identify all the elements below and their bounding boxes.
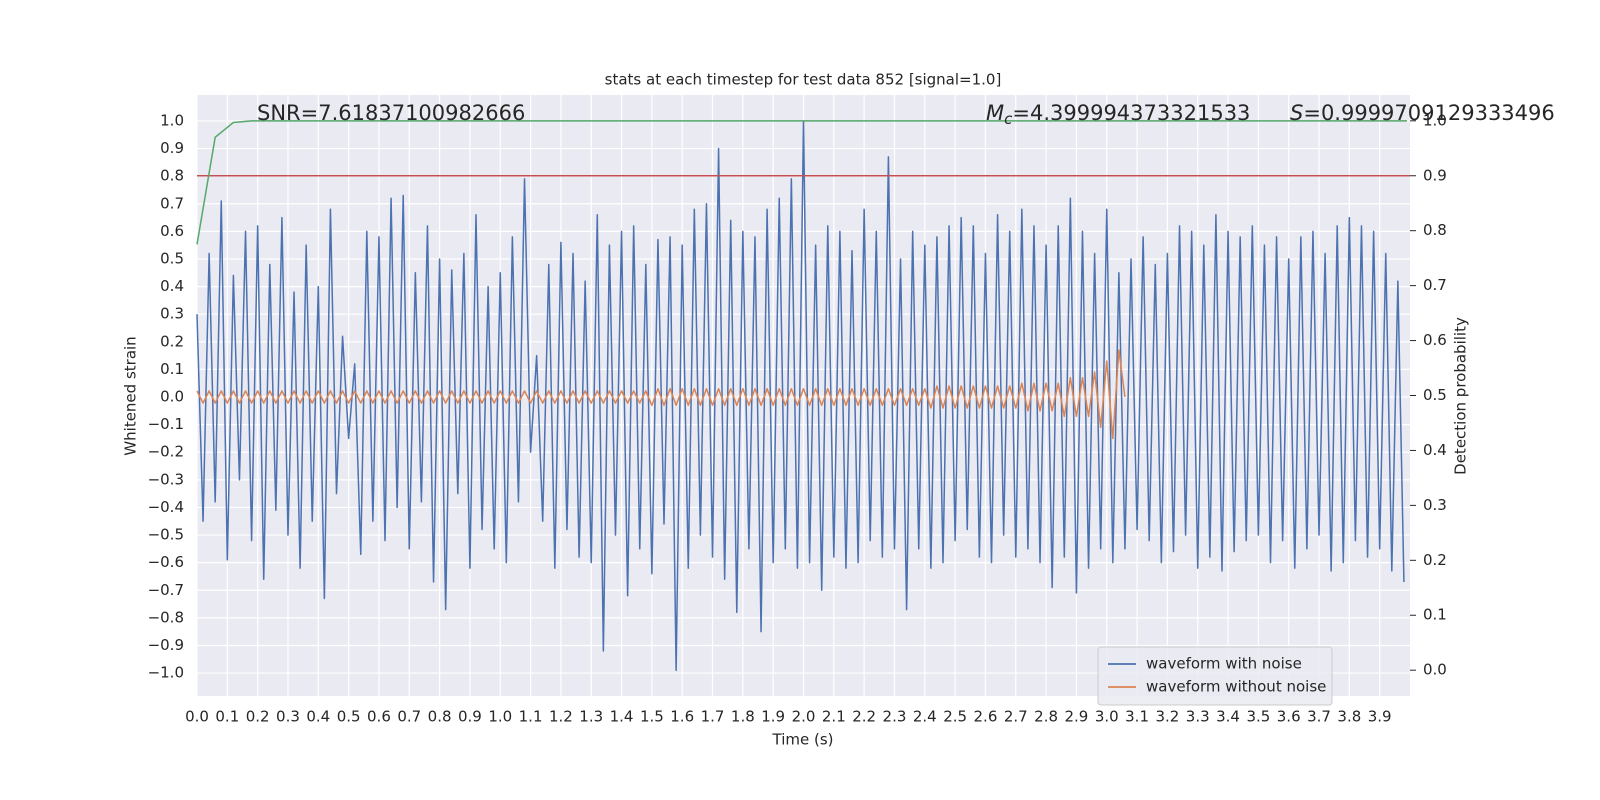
y2-tick-label: 0.4 <box>1423 441 1447 459</box>
y2-tick-label: 0.6 <box>1423 331 1447 349</box>
legend-box <box>1097 646 1333 706</box>
y2-tick-label: 0.5 <box>1423 386 1447 404</box>
y2-tick-label: 0.0 <box>1423 661 1447 679</box>
x-tick-label: 3.4 <box>1216 708 1240 726</box>
x-tick-label: 0.6 <box>367 708 391 726</box>
x-tick-label: 1.3 <box>579 708 603 726</box>
x-tick-label: 3.3 <box>1186 708 1210 726</box>
x-tick-label: 3.7 <box>1307 708 1331 726</box>
y2-tick-label: 0.3 <box>1423 496 1447 514</box>
x-tick-label: 1.5 <box>640 708 664 726</box>
x-tick-label: 0.7 <box>397 708 421 726</box>
annotation-subscript: c <box>1004 110 1013 128</box>
y2-tick-label: 0.2 <box>1423 551 1447 569</box>
x-tick-label: 3.1 <box>1125 708 1149 726</box>
y-tick-label: −0.2 <box>148 443 184 461</box>
y-tick-label: 0.4 <box>160 277 184 295</box>
annotation-text: =4.399994373321533 <box>1012 101 1250 125</box>
y-tick-label: 0.1 <box>160 360 184 378</box>
annotation-text: =0.9999709129333496 <box>1303 101 1554 125</box>
x-tick-label: 3.2 <box>1155 708 1179 726</box>
annotation: S=0.9999709129333496 <box>1290 101 1555 125</box>
x-tick-label: 0.8 <box>428 708 452 726</box>
series-line <box>196 120 1405 672</box>
x-tick-label: 3.5 <box>1246 708 1270 726</box>
detection-line <box>196 120 1407 245</box>
annotation: Mc=4.399994373321533 <box>986 101 1250 128</box>
y-axis-label: Whitened strain <box>122 336 140 455</box>
y-tick-label: 0.0 <box>160 388 184 406</box>
y-tick-label: −0.1 <box>148 415 184 433</box>
annotation-text: SNR=7.61837100982666 <box>257 101 525 125</box>
x-tick-label: 1.7 <box>701 708 725 726</box>
y-tick-label: −0.7 <box>148 581 184 599</box>
x-tick-label: 2.1 <box>822 708 846 726</box>
legend-label: waveform with noise <box>1146 655 1302 673</box>
x-tick-label: 0.0 <box>185 708 209 726</box>
x-tick-label: 2.7 <box>1004 708 1028 726</box>
y-tick-label: 0.9 <box>160 139 184 157</box>
x-tick-label: 0.1 <box>215 708 239 726</box>
y-tick-label: −0.6 <box>148 553 184 571</box>
legend-label: waveform without noise <box>1146 678 1326 696</box>
y-tick-label: 0.3 <box>160 305 184 323</box>
x-tick-label: 2.6 <box>974 708 998 726</box>
y-tick-label: 0.8 <box>160 167 184 185</box>
x-tick-label: 0.2 <box>246 708 270 726</box>
y2-tick-label: 0.1 <box>1423 606 1447 624</box>
y2-axis-label: Detection probability <box>1452 317 1470 475</box>
x-tick-label: 2.9 <box>1064 708 1088 726</box>
x-tick-label: 0.5 <box>337 708 361 726</box>
y2-tick-label: 0.7 <box>1423 276 1447 294</box>
y2-tick-label: 1.0 <box>1423 111 1447 129</box>
y-tick-label: −0.5 <box>148 526 184 544</box>
x-tick-label: 1.6 <box>670 708 694 726</box>
x-tick-label: 1.0 <box>488 708 512 726</box>
x-axis-label: Time (s) <box>772 731 834 749</box>
y-tick-label: −0.9 <box>148 636 184 654</box>
y-tick-label: 0.7 <box>160 194 184 212</box>
y-tick-label: −1.0 <box>148 664 184 682</box>
y2-tick-label: 0.8 <box>1423 221 1447 239</box>
x-tick-label: 1.2 <box>549 708 573 726</box>
annotation: SNR=7.61837100982666 <box>257 101 525 125</box>
chart-title: stats at each timestep for test data 852… <box>605 71 1002 89</box>
x-tick-label: 2.0 <box>792 708 816 726</box>
y-tick-label: 0.6 <box>160 222 184 240</box>
x-tick-label: 0.3 <box>276 708 300 726</box>
x-tick-label: 3.0 <box>1095 708 1119 726</box>
series-line <box>196 349 1126 440</box>
y-tick-label: 0.5 <box>160 249 184 267</box>
x-tick-label: 1.4 <box>610 708 634 726</box>
x-tick-label: 0.9 <box>458 708 482 726</box>
y-tick-label: −0.3 <box>148 470 184 488</box>
x-tick-label: 2.4 <box>913 708 937 726</box>
y-tick-label: 1.0 <box>160 111 184 129</box>
x-tick-label: 0.4 <box>306 708 330 726</box>
x-tick-label: 1.1 <box>519 708 543 726</box>
x-tick-label: 3.6 <box>1277 708 1301 726</box>
x-tick-label: 2.2 <box>852 708 876 726</box>
annotation-symbol: M <box>986 101 1004 125</box>
x-tick-label: 2.8 <box>1034 708 1058 726</box>
x-tick-label: 1.9 <box>761 708 785 726</box>
x-tick-label: 3.9 <box>1368 708 1392 726</box>
y-tick-label: 0.2 <box>160 332 184 350</box>
x-tick-label: 1.8 <box>731 708 755 726</box>
x-tick-label: 2.3 <box>883 708 907 726</box>
y-tick-label: −0.4 <box>148 498 184 516</box>
x-tick-label: 2.5 <box>943 708 967 726</box>
annotation-symbol: S <box>1290 101 1303 125</box>
y2-tick-label: 0.9 <box>1423 166 1447 184</box>
y-tick-label: −0.8 <box>148 608 184 626</box>
x-tick-label: 3.8 <box>1337 708 1361 726</box>
